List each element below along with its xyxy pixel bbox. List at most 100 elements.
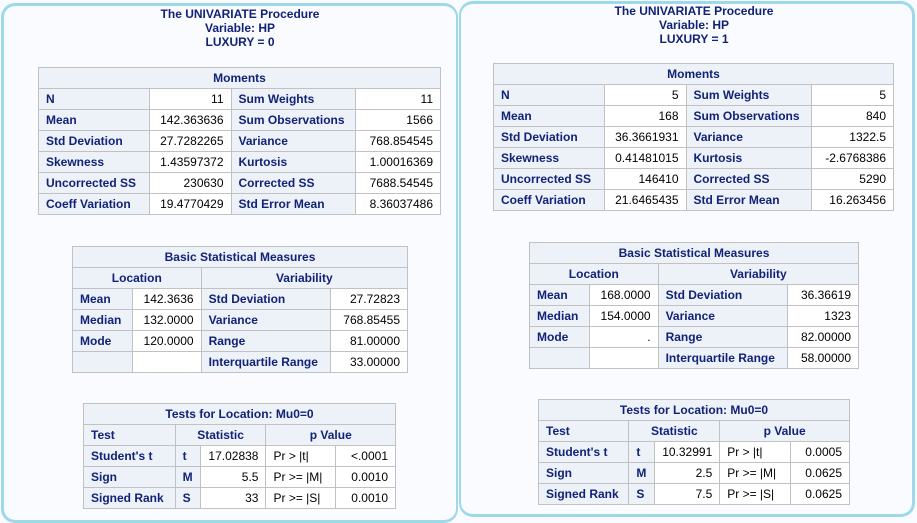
cell-value: Pr >= |M| [719, 462, 791, 484]
cell-value: 1.00016369 [355, 151, 441, 173]
procedure-title-luxury-0: The UNIVARIATE Procedure Variable: HP LU… [0, 7, 480, 49]
moments-table: Moments N 5 Sum Weights 5 Mean 168 Sum Observ… [493, 63, 894, 211]
cell-value: 81.00000 [330, 330, 408, 352]
table-caption: Moments [38, 67, 441, 89]
cell-value: 36.3661931 [603, 126, 687, 148]
cell-value: 168.0000 [588, 284, 659, 306]
table-row: Sign M 5.5 Pr >= |M| 0.0010 [83, 466, 396, 488]
row-label: Interquartile Range [200, 351, 332, 373]
cell-value: 146410 [603, 168, 687, 190]
cell-value: 0.0005 [789, 441, 851, 463]
cell-value: 5 [811, 84, 894, 106]
row-label: Variance [685, 126, 813, 148]
cell-value [588, 347, 659, 369]
cell-value: 768.85455 [330, 309, 408, 331]
cell-value: 7.5 [654, 483, 721, 505]
row-label: Coeff Variation [493, 189, 605, 211]
cell-value: 1323 [787, 305, 859, 327]
row-label: Mean [529, 284, 590, 306]
cell-value: 0.41481015 [603, 147, 687, 169]
cell-value: 33 [200, 487, 267, 509]
cell-value: 840 [811, 105, 894, 127]
row-label: Mode [529, 326, 590, 348]
tests-for-location-table: Tests for Location: Mu0=0 Test Statistic p… [83, 403, 396, 509]
row-label: Std Deviation [657, 284, 789, 306]
cell-value: 33.00000 [330, 351, 408, 373]
procedure-title-luxury-1: The UNIVARIATE Procedure Variable: HP LU… [459, 4, 917, 46]
cell-value: Pr >= |S| [719, 483, 791, 505]
row-label: Coeff Variation [38, 193, 150, 215]
by-group-label: LUXURY = 0 [205, 35, 275, 49]
cell-value: 142.3636 [131, 288, 202, 310]
cell-value: 17.02838 [200, 445, 267, 467]
row-label: Range [200, 330, 332, 352]
p-value-header: p Value [265, 424, 396, 446]
table-row: Interquartile Range 33.00000 [72, 351, 408, 373]
cell-value: 21.6465435 [603, 189, 687, 211]
row-label: Sum Observations [230, 109, 357, 131]
table-caption: Basic Statistical Measures [72, 246, 408, 268]
test-header: Test [83, 424, 176, 446]
table-row: Interquartile Range 58.00000 [529, 347, 859, 369]
row-label: Std Deviation [493, 126, 605, 148]
row-label: Kurtosis [685, 147, 813, 169]
variability-header: Variability [657, 263, 860, 285]
table-row: Mean 168.0000 Std Deviation 36.36619 [529, 284, 859, 306]
table-row: Signed Rank S 33 Pr >= |S| 0.0010 [83, 487, 396, 509]
row-label [529, 347, 590, 369]
row-label: Median [529, 305, 590, 327]
table-row: Std Deviation 36.3661931 Variance 1322.5 [493, 126, 894, 148]
cell-value: 5 [603, 84, 687, 106]
row-label: Skewness [38, 151, 150, 173]
cell-value: 1.43597372 [148, 151, 232, 173]
cell-value: 36.36619 [787, 284, 859, 306]
row-label: Kurtosis [230, 151, 357, 173]
cell-value: Pr >= |M| [265, 466, 337, 488]
location-header: Location [529, 263, 659, 285]
cell-value: Pr > |t| [719, 441, 791, 463]
row-label: t [628, 441, 656, 463]
statistic-header: Statistic [174, 424, 267, 446]
row-label: M [628, 462, 656, 484]
row-label: Student's t [83, 445, 176, 467]
table-row: N 5 Sum Weights 5 [493, 84, 894, 106]
variable-label: Variable: HP [204, 21, 276, 35]
table-row: Mode. Range 82.00000 [529, 326, 859, 348]
row-label: Corrected SS [230, 172, 357, 194]
procedure-name: The UNIVARIATE Procedure [614, 4, 774, 18]
cell-value: 27.72823 [330, 288, 408, 310]
row-label: Signed Rank [537, 483, 630, 505]
moments-table: Moments N 11 Sum Weights 11 Mean 142.363636 S… [38, 67, 441, 215]
row-label: Sum Weights [685, 84, 813, 106]
procedure-name: The UNIVARIATE Procedure [160, 7, 320, 21]
cell-value: <.0001 [335, 445, 396, 467]
cell-value: 1566 [355, 109, 441, 131]
cell-value: 154.0000 [588, 305, 659, 327]
table-row: Student's t t 17.02838 Pr > |t| <.0001 [83, 445, 396, 467]
p-value-header: p Value [719, 420, 850, 442]
table-row: Mean 142.3636 Std Deviation 27.72823 [72, 288, 408, 310]
row-label: Signed Rank [83, 487, 176, 509]
row-label: Variance [657, 305, 789, 327]
cell-value: 19.4770429 [148, 193, 232, 215]
row-label: Mean [72, 288, 133, 310]
cell-value: . [588, 326, 659, 348]
row-label: Std Error Mean [685, 189, 813, 211]
row-label: Sum Weights [230, 88, 357, 110]
cell-value: 58.00000 [787, 347, 859, 369]
cell-value: 27.7282265 [148, 130, 232, 152]
table-row: Std Deviation 27.7282265 Variance 768.85454… [38, 130, 441, 152]
row-label: t [174, 445, 202, 467]
row-label: Mean [493, 105, 605, 127]
table-row: Coeff Variation 21.6465435 Std Error Mean 1… [493, 189, 894, 211]
row-label: N [493, 84, 605, 106]
table-row: Uncorrected SS 146410 Corrected SS 5290 [493, 168, 894, 190]
row-label: Interquartile Range [657, 347, 789, 369]
row-label: Sign [537, 462, 630, 484]
cell-value: 0.0010 [335, 487, 396, 509]
cell-value: 230630 [148, 172, 232, 194]
row-label: Std Deviation [200, 288, 332, 310]
cell-value: 142.363636 [148, 109, 232, 131]
basic-statistical-measures-table: Basic Statistical Measures Location Varia… [72, 246, 409, 373]
cell-value: 132.0000 [131, 309, 202, 331]
